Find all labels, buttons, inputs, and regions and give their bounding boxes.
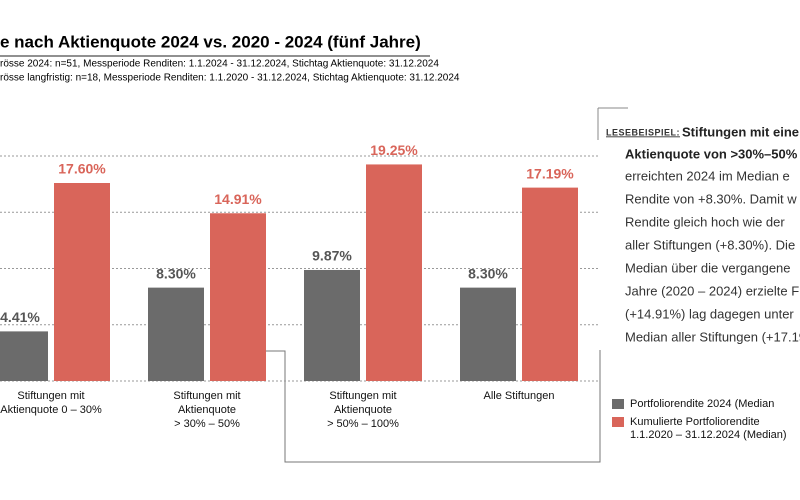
value-label: 17.19%	[526, 165, 574, 181]
chart-title: e nach Aktienquote 2024 vs. 2020 - 2024 …	[0, 32, 421, 51]
bar	[148, 287, 204, 381]
annotation-bold: Aktienquote von >30%–50%	[625, 146, 798, 161]
value-label: 4.41%	[0, 309, 40, 325]
annotation-text: Rendite gleich hoch wie der	[625, 214, 785, 229]
legend-label: Kumulierte Portfoliorendite 1.1.2020 – 3…	[630, 416, 787, 441]
x-tick-label: Stiftungen mit Aktienquote > 30% – 50%	[173, 390, 241, 430]
x-tick-label: Alle Stiftungen	[483, 390, 555, 402]
bar	[54, 183, 110, 381]
annotation-bold: Stiftungen mit eine	[682, 124, 799, 139]
annotation: Stiftungen mit eine Aktienquote von >30%–…	[625, 124, 800, 344]
value-label: 8.30%	[156, 265, 196, 281]
legend-swatch	[612, 417, 624, 427]
subtitle: rösse langfristig: n=18, Messperiode Ren…	[0, 73, 460, 84]
bar	[304, 269, 360, 381]
annotation-text: Median über die vergangene	[625, 260, 791, 275]
x-tick-label: Stiftungen mit Aktienquote > 50% – 100%	[327, 390, 399, 430]
bar	[0, 331, 48, 381]
annotation-text: Rendite von +8.30%. Damit w	[625, 191, 797, 206]
annotation-label: LESEBEISPIEL:	[606, 127, 680, 137]
connector	[232, 350, 601, 463]
annotation-text: Median aller Stiftungen (+17.19	[625, 329, 800, 344]
annotation-text: (+14.91%) lag dagegen unter	[625, 306, 794, 321]
value-label: 19.25%	[370, 142, 418, 158]
bar	[522, 187, 578, 381]
subtitle: rösse 2024: n=51, Messperiode Renditen: …	[0, 59, 439, 70]
bar	[366, 164, 422, 381]
annotation-text: erreichten 2024 im Median e	[625, 168, 790, 183]
bar	[460, 287, 516, 381]
legend-swatch	[612, 399, 624, 409]
annotation-text: aller Stiftungen (+8.30%). Die	[625, 237, 795, 252]
value-label: 8.30%	[468, 265, 508, 281]
x-tick-label: Stiftungen mit Aktienquote 0 – 30%	[0, 390, 102, 416]
value-label: 14.91%	[214, 191, 262, 207]
value-label: 17.60%	[58, 161, 106, 177]
legend-label: Portfoliorendite 2024 (Median	[630, 398, 775, 410]
value-label: 9.87%	[312, 248, 352, 264]
annotation-text: Jahre (2020 – 2024) erzielte F	[625, 283, 799, 298]
bar	[210, 213, 266, 381]
